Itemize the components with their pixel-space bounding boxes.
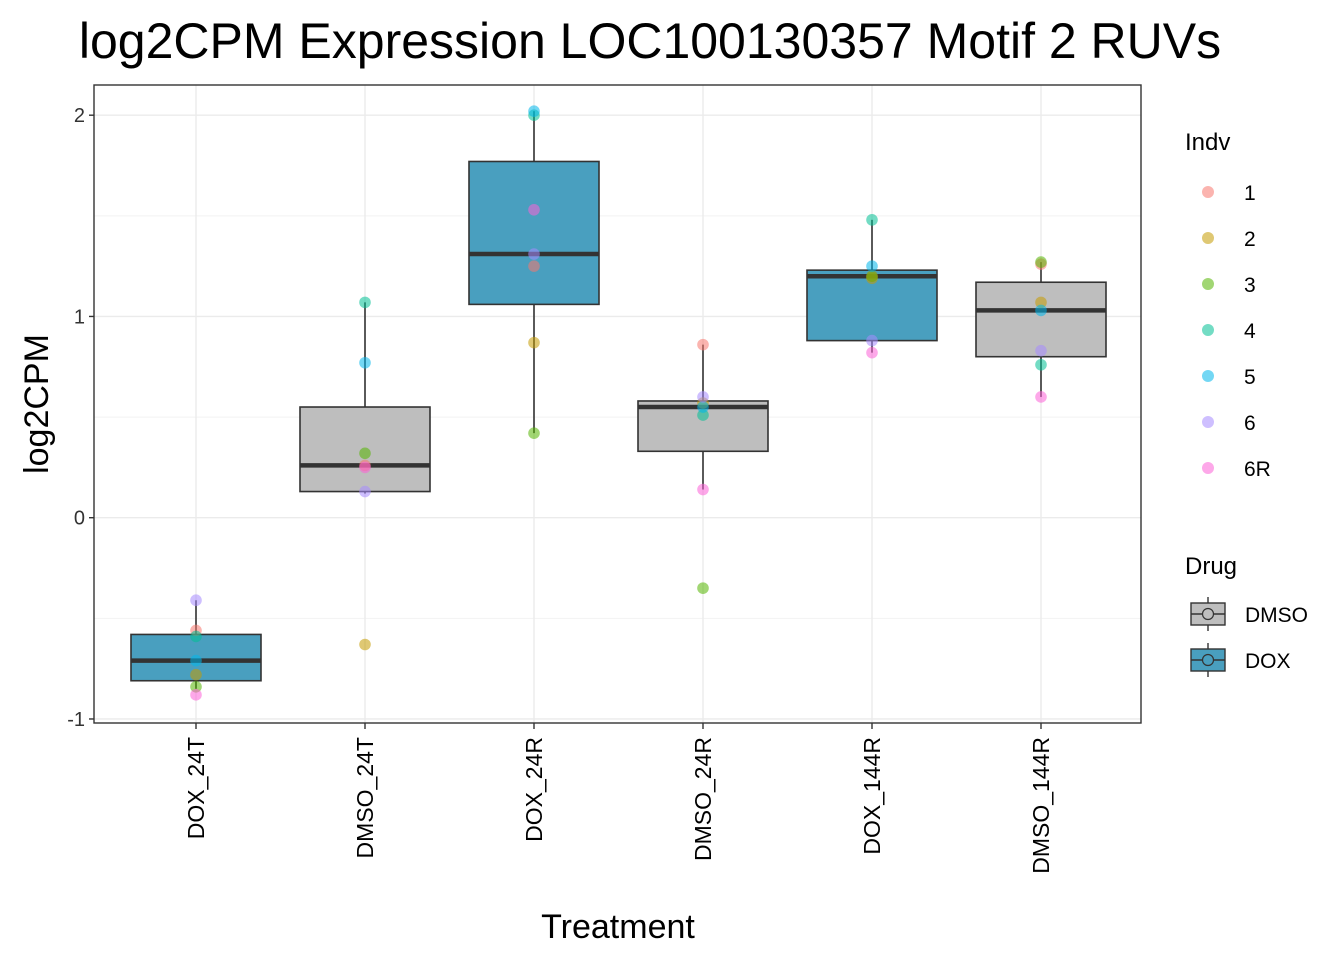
x-tick-label: DOX_24R xyxy=(521,737,547,842)
y-tick-label: -1 xyxy=(67,709,85,731)
data-point xyxy=(866,214,878,226)
legend-indv-title: Indv xyxy=(1185,129,1230,156)
legend-indv-label: 5 xyxy=(1244,366,1256,389)
data-point xyxy=(359,461,371,474)
x-axis-title: Treatment xyxy=(541,908,695,946)
data-point xyxy=(528,248,540,260)
data-point xyxy=(1035,256,1047,268)
plot-panel xyxy=(94,85,1141,723)
legend-indv-key xyxy=(1202,324,1214,336)
data-point xyxy=(359,638,371,651)
data-point xyxy=(1035,358,1047,371)
data-point xyxy=(528,105,540,117)
data-point xyxy=(190,668,202,681)
data-point xyxy=(190,689,202,701)
data-point xyxy=(528,427,540,439)
box-DMSO_144R xyxy=(975,262,1107,397)
legend-indv-label: 3 xyxy=(1244,274,1256,297)
data-point xyxy=(528,260,540,272)
legend-indv-label: 2 xyxy=(1244,228,1256,251)
x-tick-label: DMSO_144R xyxy=(1028,737,1054,874)
legend-indv-key xyxy=(1202,462,1214,474)
legend-drug-key xyxy=(1190,597,1226,631)
legend-indv-label: 6 xyxy=(1244,412,1256,435)
legend-indv-key xyxy=(1202,186,1214,198)
data-point xyxy=(866,334,878,347)
data-point xyxy=(697,483,709,496)
legend-indv-key xyxy=(1202,232,1214,244)
data-point xyxy=(190,594,202,607)
plot-border xyxy=(93,84,1142,724)
data-point xyxy=(190,680,202,693)
data-point xyxy=(697,582,709,594)
data-point xyxy=(866,270,878,282)
data-point xyxy=(528,203,540,216)
data-point xyxy=(359,296,371,309)
legend-indv-key xyxy=(1202,278,1214,290)
data-point xyxy=(697,391,709,403)
y-axis-title: log2CPM xyxy=(18,334,56,474)
y-tick-label: 1 xyxy=(74,306,85,328)
legend-indv-key xyxy=(1202,416,1214,428)
data-point xyxy=(697,409,709,421)
y-tick-label: 0 xyxy=(74,508,85,530)
legend-indv-label: 1 xyxy=(1244,182,1256,205)
data-point xyxy=(1035,344,1047,357)
legend-drug-label: DMSO xyxy=(1245,604,1308,627)
box-DOX_24R xyxy=(468,111,600,434)
box-iqr xyxy=(975,281,1107,358)
data-point xyxy=(866,346,878,359)
legend-drug-title: Drug xyxy=(1185,553,1237,580)
x-tick-label: DMSO_24T xyxy=(352,737,378,858)
legend-drug-point xyxy=(1201,653,1215,667)
legend-indv-key xyxy=(1202,370,1214,382)
data-point xyxy=(697,401,709,413)
data-point xyxy=(1035,296,1047,309)
data-point xyxy=(1035,304,1047,317)
data-point xyxy=(528,336,540,349)
data-point xyxy=(190,654,202,667)
data-point xyxy=(359,356,371,369)
legend-drug-key xyxy=(1190,643,1226,677)
data-point xyxy=(190,630,202,643)
data-point xyxy=(697,338,709,351)
data-point xyxy=(1035,391,1047,403)
data-point xyxy=(866,260,878,272)
legend-indv-label: 4 xyxy=(1244,320,1256,343)
x-tick-label: DOX_144R xyxy=(859,737,885,855)
x-tick-label: DOX_24T xyxy=(183,737,209,839)
legend-indv-label: 6R xyxy=(1244,458,1271,481)
x-tick-label: DMSO_24R xyxy=(690,737,716,861)
y-tick-label: 2 xyxy=(74,105,85,127)
legend-drug-point xyxy=(1201,607,1215,621)
data-point xyxy=(359,447,371,460)
legend-drug-label: DOX xyxy=(1245,650,1291,673)
chart-title: log2CPM Expression LOC100130357 Motif 2 … xyxy=(79,13,1221,69)
data-point xyxy=(359,485,371,498)
box-iqr xyxy=(468,160,600,306)
